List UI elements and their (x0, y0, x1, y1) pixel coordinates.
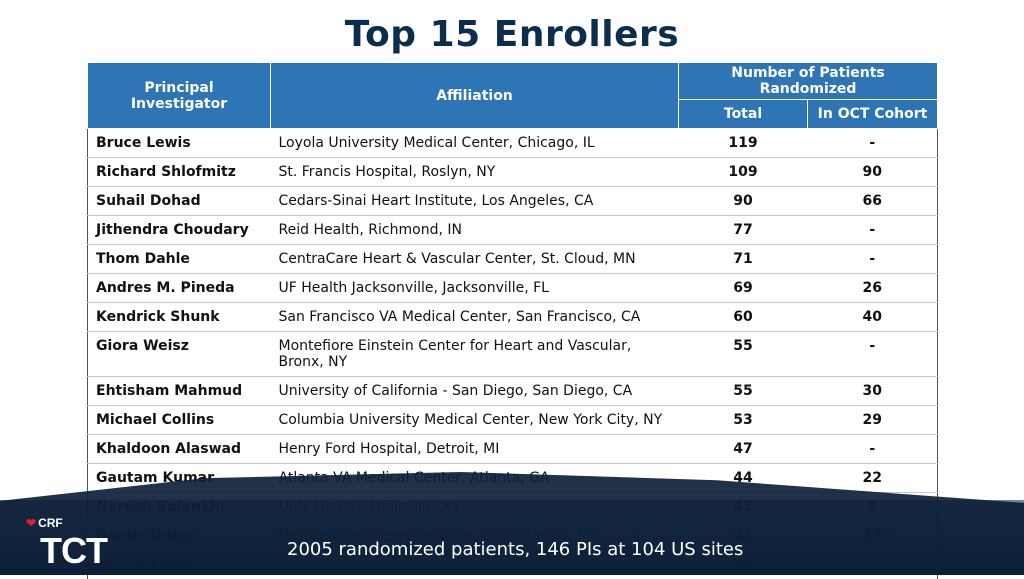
cell-affiliation: San Francisco VA Medical Center, San Fra… (271, 303, 679, 332)
cell-affiliation: Loyola University Medical Center, Chicag… (271, 129, 679, 158)
crf-logo: ❤CRF (26, 516, 63, 530)
cell-oct: - (808, 435, 938, 464)
cell-total: 119 (679, 129, 808, 158)
cell-total: 55 (679, 377, 808, 406)
cell-pi: Richard Shlofmitz (88, 158, 271, 187)
header-patients-randomized: Number of Patients Randomized (679, 63, 938, 100)
cell-total: 90 (679, 187, 808, 216)
cell-affiliation: Reid Health, Richmond, IN (271, 216, 679, 245)
header-total: Total (679, 100, 808, 129)
cell-oct: 26 (808, 274, 938, 303)
cell-oct: - (808, 129, 938, 158)
cell-pi: Bruce Lewis (88, 129, 271, 158)
cell-total: 55 (679, 332, 808, 377)
cell-total: 47 (679, 435, 808, 464)
cell-oct: 22 (808, 464, 938, 493)
cell-oct: - (808, 332, 938, 377)
heart-icon: ❤ (26, 516, 36, 530)
footer-caption: 2005 randomized patients, 146 PIs at 104… (287, 539, 743, 560)
cell-pi: Jithendra Choudary (88, 216, 271, 245)
cell-oct: 29 (808, 406, 938, 435)
cell-affiliation: Montefiore Einstein Center for Heart and… (271, 332, 679, 377)
cell-pi: Giora Weisz (88, 332, 271, 377)
cell-pi: Michael Collins (88, 406, 271, 435)
cell-affiliation: UF Health Jacksonville, Jacksonville, FL (271, 274, 679, 303)
header-oct-cohort: In OCT Cohort (808, 100, 938, 129)
cell-affiliation: Henry Ford Hospital, Detroit, MI (271, 435, 679, 464)
cell-pi: Andres M. Pineda (88, 274, 271, 303)
cell-affiliation: Columbia University Medical Center, New … (271, 406, 679, 435)
footer-fade (0, 500, 1024, 575)
cell-total: 109 (679, 158, 808, 187)
cell-pi: Khaldoon Alaswad (88, 435, 271, 464)
header-affiliation: Affiliation (271, 63, 679, 129)
cell-pi: Kendrick Shunk (88, 303, 271, 332)
cell-total: 71 (679, 245, 808, 274)
cell-total: 69 (679, 274, 808, 303)
cell-oct: 66 (808, 187, 938, 216)
cell-total: 53 (679, 406, 808, 435)
cell-total: 77 (679, 216, 808, 245)
cell-oct: 40 (808, 303, 938, 332)
tct-logo: TCT (40, 530, 107, 572)
cell-pi: Thom Dahle (88, 245, 271, 274)
header-pi: Principal Investigator (88, 63, 271, 129)
cell-affiliation: CentraCare Heart & Vascular Center, St. … (271, 245, 679, 274)
cell-affiliation: Cedars-Sinai Heart Institute, Los Angele… (271, 187, 679, 216)
cell-pi: Suhail Dohad (88, 187, 271, 216)
cell-oct: - (808, 245, 938, 274)
cell-total: 60 (679, 303, 808, 332)
cell-oct: - (808, 216, 938, 245)
cell-affiliation: St. Francis Hospital, Roslyn, NY (271, 158, 679, 187)
cell-oct: 30 (808, 377, 938, 406)
page-title: Top 15 Enrollers (0, 14, 1024, 55)
cell-oct: 90 (808, 158, 938, 187)
cell-pi: Ehtisham Mahmud (88, 377, 271, 406)
cell-affiliation: University of California - San Diego, Sa… (271, 377, 679, 406)
